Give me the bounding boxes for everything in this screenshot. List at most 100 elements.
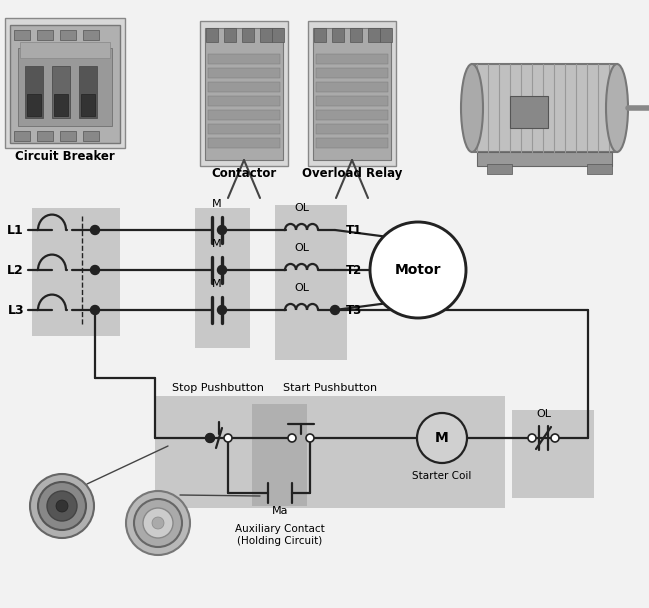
Circle shape bbox=[143, 508, 173, 538]
Bar bbox=[368, 28, 380, 42]
Text: OL: OL bbox=[536, 409, 551, 419]
Text: Stop Pushbutton: Stop Pushbutton bbox=[172, 383, 264, 393]
Bar bbox=[208, 96, 280, 106]
Bar bbox=[20, 42, 110, 58]
Circle shape bbox=[56, 500, 68, 512]
Circle shape bbox=[90, 305, 99, 314]
Bar bbox=[208, 138, 280, 148]
Bar bbox=[200, 21, 288, 166]
Circle shape bbox=[288, 434, 296, 442]
Text: M: M bbox=[435, 431, 449, 445]
Text: M: M bbox=[212, 239, 222, 249]
Ellipse shape bbox=[606, 64, 628, 152]
Bar bbox=[510, 96, 548, 128]
Circle shape bbox=[126, 491, 190, 555]
Bar bbox=[79, 66, 97, 118]
Circle shape bbox=[30, 474, 94, 538]
Bar bbox=[208, 110, 280, 120]
Bar bbox=[206, 28, 218, 42]
Bar bbox=[83, 30, 99, 40]
Bar bbox=[205, 28, 283, 160]
Bar bbox=[25, 66, 43, 118]
Bar bbox=[332, 28, 344, 42]
Bar bbox=[208, 68, 280, 78]
Text: M: M bbox=[212, 279, 222, 289]
Text: Start Pushbutton: Start Pushbutton bbox=[283, 383, 377, 393]
Bar bbox=[316, 54, 388, 64]
Circle shape bbox=[90, 226, 99, 235]
Text: Circuit Breaker: Circuit Breaker bbox=[15, 150, 115, 162]
Bar bbox=[37, 131, 53, 141]
Bar bbox=[316, 68, 388, 78]
Bar bbox=[587, 164, 612, 174]
Bar bbox=[18, 48, 112, 126]
Text: Ma: Ma bbox=[272, 506, 288, 516]
Bar bbox=[37, 30, 53, 40]
Bar bbox=[512, 410, 594, 498]
Circle shape bbox=[217, 305, 227, 314]
Bar bbox=[272, 28, 284, 42]
Circle shape bbox=[90, 266, 99, 274]
Text: OL: OL bbox=[294, 243, 309, 253]
Circle shape bbox=[224, 434, 232, 442]
Circle shape bbox=[47, 491, 77, 521]
Circle shape bbox=[206, 434, 214, 442]
Bar bbox=[14, 30, 30, 40]
Bar bbox=[27, 94, 41, 116]
Bar bbox=[260, 28, 272, 42]
Bar bbox=[5, 18, 125, 148]
Bar bbox=[316, 82, 388, 92]
Text: M: M bbox=[212, 199, 222, 209]
Text: L2: L2 bbox=[7, 263, 24, 277]
Bar bbox=[487, 164, 512, 174]
Text: T3: T3 bbox=[346, 303, 362, 317]
Bar bbox=[316, 138, 388, 148]
Bar bbox=[350, 28, 362, 42]
Bar bbox=[14, 131, 30, 141]
Bar bbox=[155, 396, 505, 508]
Circle shape bbox=[306, 434, 314, 442]
Bar bbox=[195, 208, 250, 348]
Bar bbox=[308, 21, 396, 166]
Text: T1: T1 bbox=[346, 224, 362, 237]
Bar bbox=[477, 152, 612, 166]
Bar bbox=[472, 64, 617, 152]
Bar bbox=[224, 28, 236, 42]
Bar bbox=[208, 54, 280, 64]
Bar bbox=[32, 208, 120, 336]
Text: Contactor: Contactor bbox=[212, 167, 276, 179]
Bar bbox=[54, 94, 68, 116]
Circle shape bbox=[370, 222, 466, 318]
Text: T2: T2 bbox=[346, 263, 362, 277]
Circle shape bbox=[152, 517, 164, 529]
Bar bbox=[60, 30, 76, 40]
Bar bbox=[316, 96, 388, 106]
Bar bbox=[316, 110, 388, 120]
Bar bbox=[313, 28, 391, 160]
Bar bbox=[208, 124, 280, 134]
Circle shape bbox=[551, 434, 559, 442]
Bar bbox=[208, 82, 280, 92]
Bar bbox=[83, 131, 99, 141]
Bar bbox=[252, 404, 307, 506]
Text: OL: OL bbox=[294, 203, 309, 213]
Bar bbox=[81, 94, 95, 116]
Circle shape bbox=[217, 266, 227, 274]
Text: OL: OL bbox=[294, 283, 309, 293]
Bar bbox=[60, 131, 76, 141]
Circle shape bbox=[134, 499, 182, 547]
Circle shape bbox=[217, 226, 227, 235]
Bar bbox=[380, 28, 392, 42]
Circle shape bbox=[528, 434, 536, 442]
Circle shape bbox=[330, 305, 339, 314]
Text: Motor: Motor bbox=[395, 263, 441, 277]
Bar bbox=[52, 66, 70, 118]
Bar bbox=[314, 28, 326, 42]
Ellipse shape bbox=[461, 64, 483, 152]
Text: Overload Relay: Overload Relay bbox=[302, 167, 402, 179]
Bar bbox=[275, 205, 347, 360]
Circle shape bbox=[206, 434, 215, 443]
Bar bbox=[10, 25, 120, 143]
Text: L3: L3 bbox=[7, 303, 24, 317]
Text: Auxiliary Contact
(Holding Circuit): Auxiliary Contact (Holding Circuit) bbox=[235, 524, 325, 546]
